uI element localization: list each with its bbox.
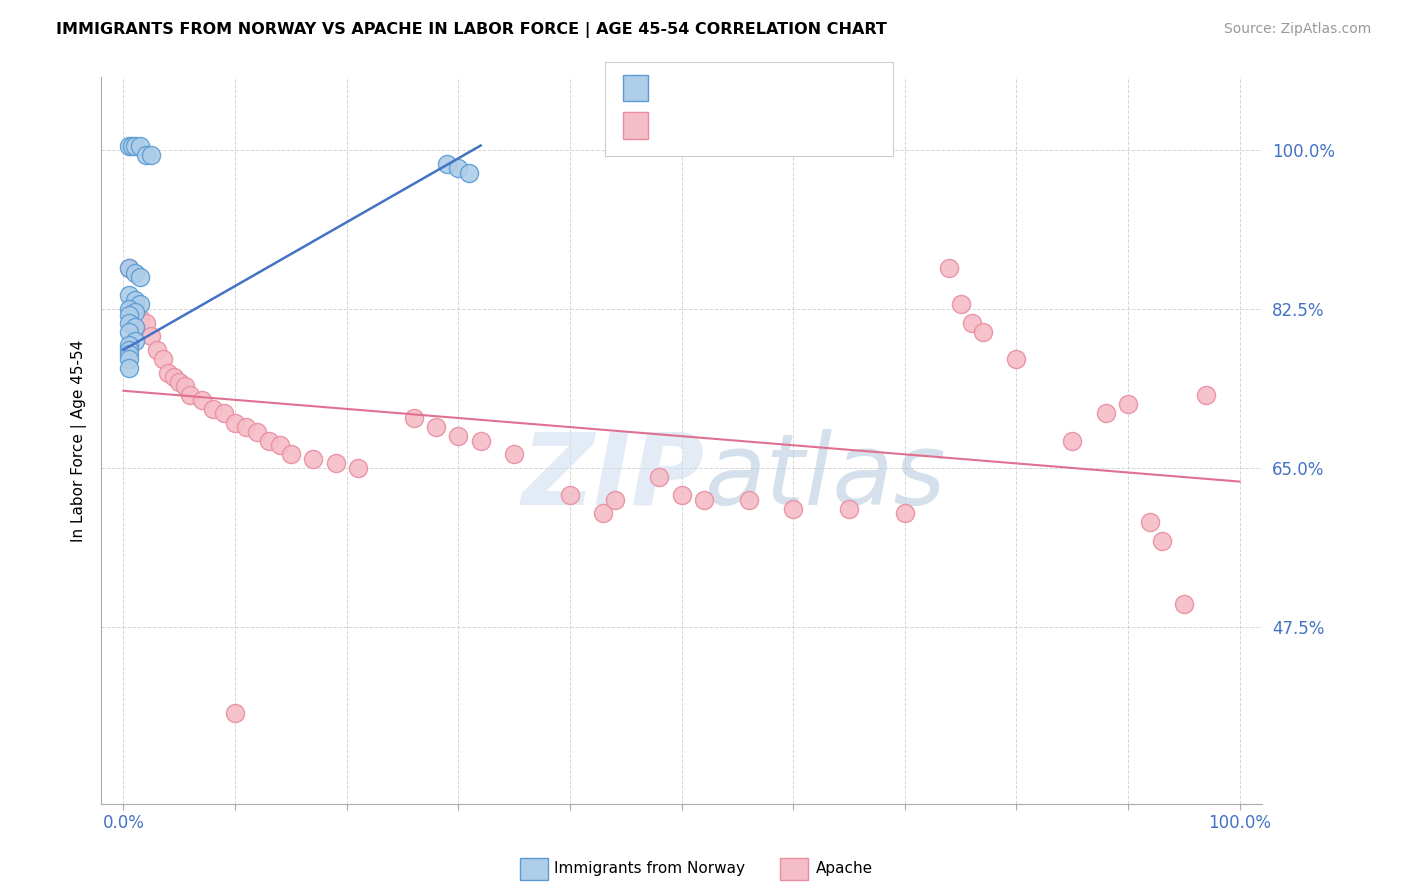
Y-axis label: In Labor Force | Age 45-54: In Labor Force | Age 45-54 bbox=[72, 340, 87, 541]
Point bbox=[503, 447, 526, 461]
Point bbox=[470, 434, 492, 448]
Point bbox=[1094, 407, 1116, 421]
Text: IMMIGRANTS FROM NORWAY VS APACHE IN LABOR FORCE | AGE 45-54 CORRELATION CHART: IMMIGRANTS FROM NORWAY VS APACHE IN LABO… bbox=[56, 22, 887, 38]
Point bbox=[135, 316, 157, 330]
Point bbox=[118, 347, 141, 361]
Point bbox=[124, 320, 146, 334]
Point bbox=[1139, 516, 1161, 530]
Point bbox=[325, 457, 347, 471]
Text: N = 27: N = 27 bbox=[773, 80, 831, 98]
Text: Immigrants from Norway: Immigrants from Norway bbox=[554, 862, 745, 876]
Point bbox=[693, 492, 716, 507]
Point bbox=[302, 451, 325, 466]
Point bbox=[938, 261, 960, 276]
Point bbox=[169, 375, 191, 389]
Point bbox=[603, 492, 626, 507]
Point bbox=[173, 379, 195, 393]
Text: 0.326: 0.326 bbox=[707, 80, 755, 98]
Point bbox=[782, 501, 804, 516]
Point bbox=[648, 470, 671, 484]
Point bbox=[972, 325, 994, 339]
Point bbox=[894, 507, 917, 521]
Point bbox=[135, 147, 157, 161]
Point bbox=[671, 488, 693, 502]
Point bbox=[118, 309, 141, 323]
Point bbox=[436, 157, 458, 171]
Point bbox=[179, 388, 201, 402]
Point bbox=[269, 438, 291, 452]
Point bbox=[124, 293, 146, 307]
Point bbox=[1173, 597, 1195, 611]
Point bbox=[592, 507, 614, 521]
Point bbox=[447, 429, 470, 443]
Point bbox=[118, 288, 141, 302]
Point bbox=[124, 304, 146, 318]
Point bbox=[157, 366, 180, 380]
Point bbox=[129, 311, 152, 326]
Point bbox=[246, 425, 269, 439]
Point bbox=[1005, 351, 1028, 366]
Point bbox=[118, 343, 141, 357]
Point bbox=[118, 261, 141, 276]
Point bbox=[201, 401, 224, 416]
Point bbox=[458, 166, 481, 180]
Point bbox=[949, 297, 972, 311]
Point bbox=[129, 138, 152, 153]
Text: Source: ZipAtlas.com: Source: ZipAtlas.com bbox=[1223, 22, 1371, 37]
Point bbox=[118, 325, 141, 339]
Point bbox=[124, 138, 146, 153]
Point bbox=[447, 161, 470, 176]
Point bbox=[838, 501, 860, 516]
Point bbox=[118, 338, 141, 352]
Point bbox=[1150, 533, 1173, 548]
Point bbox=[124, 266, 146, 280]
Point bbox=[121, 138, 143, 153]
Point bbox=[129, 297, 152, 311]
Point bbox=[124, 334, 146, 348]
Point bbox=[118, 301, 141, 316]
Point bbox=[235, 420, 257, 434]
Text: R =: R = bbox=[658, 117, 689, 135]
Point bbox=[163, 370, 186, 384]
Text: ZIP: ZIP bbox=[522, 428, 704, 525]
Point bbox=[118, 351, 141, 366]
Point bbox=[224, 706, 246, 721]
Point bbox=[280, 447, 302, 461]
Text: -0.206: -0.206 bbox=[700, 117, 754, 135]
Point bbox=[190, 392, 212, 407]
Point bbox=[960, 316, 983, 330]
Point bbox=[118, 361, 141, 376]
Text: Apache: Apache bbox=[815, 862, 873, 876]
Point bbox=[257, 434, 280, 448]
Point bbox=[124, 297, 146, 311]
Point bbox=[129, 270, 152, 285]
Point bbox=[212, 407, 235, 421]
Point bbox=[1195, 388, 1218, 402]
Text: R =: R = bbox=[658, 80, 689, 98]
Point bbox=[146, 343, 169, 357]
Text: N = 52: N = 52 bbox=[773, 117, 831, 135]
Point bbox=[1116, 397, 1139, 411]
Point bbox=[118, 316, 141, 330]
Point bbox=[558, 488, 581, 502]
Point bbox=[141, 147, 163, 161]
Point bbox=[224, 416, 246, 430]
Point bbox=[347, 461, 370, 475]
Text: atlas: atlas bbox=[704, 428, 946, 525]
Point bbox=[152, 351, 174, 366]
Point bbox=[118, 138, 141, 153]
Point bbox=[737, 492, 759, 507]
Point bbox=[425, 420, 447, 434]
Point bbox=[118, 261, 141, 276]
Point bbox=[402, 411, 425, 425]
Point bbox=[141, 329, 163, 343]
Point bbox=[1062, 434, 1084, 448]
